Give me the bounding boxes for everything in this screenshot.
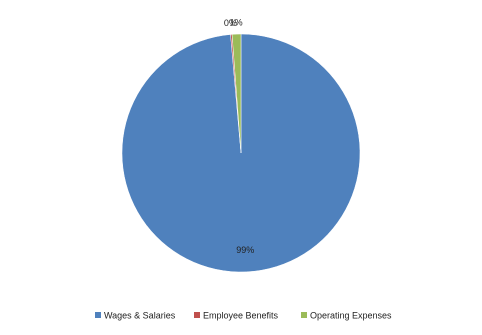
legend-swatch [95, 312, 101, 318]
data-label: 1% [230, 17, 243, 27]
legend-swatch [194, 312, 200, 318]
pie-slice [231, 33, 242, 154]
legend-label: Operating Expenses [310, 310, 392, 320]
legend-swatch [301, 312, 307, 318]
legend-label: Wages & Salaries [104, 310, 176, 320]
legend-label: Employee Benefits [203, 310, 279, 320]
data-label: 99% [236, 245, 254, 255]
data-label: 0% [224, 18, 237, 28]
